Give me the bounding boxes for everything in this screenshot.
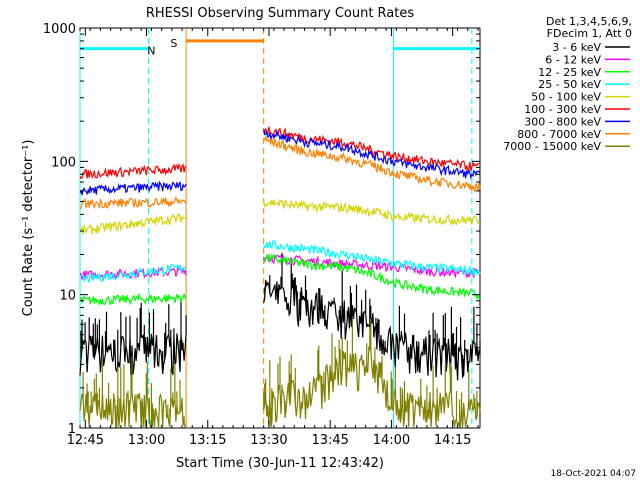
chart-title: RHESSI Observing Summary Count Rates — [146, 6, 415, 21]
legend-entry-label: 6 - 12 keV — [545, 53, 601, 66]
series-trace — [263, 198, 481, 227]
series-trace — [79, 263, 187, 284]
legend-entry-label: 7000 - 15000 keV — [503, 140, 601, 153]
series-trace — [263, 134, 481, 194]
y-tick-label: 1 — [68, 422, 76, 437]
timestamp: 18-Oct-2021 04:07 — [551, 469, 636, 479]
x-axis-label: Start Time (30-Jun-11 12:43:42) — [176, 456, 384, 471]
saa-label: S — [170, 37, 177, 50]
series-trace — [263, 252, 481, 381]
x-tick-label: 14:15 — [434, 433, 471, 448]
series-trace — [263, 253, 481, 300]
y-axis: 1 10 100 1000 — [43, 22, 480, 437]
legend: Det 1,3,4,5,6,9,FDecim 1, Att 03 - 6 keV… — [503, 15, 632, 153]
series-trace — [79, 162, 187, 180]
y-tick-label: 100 — [51, 155, 76, 170]
series-3-6kev — [79, 252, 481, 381]
series-layer — [79, 126, 481, 428]
legend-header: Det 1,3,4,5,6,9, — [546, 15, 632, 28]
legend-entry-label: 100 - 300 keV — [524, 103, 601, 116]
series-7000-15000kev — [79, 318, 481, 428]
x-tick-label: 13:00 — [128, 433, 165, 448]
series-12-25kev — [79, 253, 481, 306]
x-axis: 12:45 13:00 13:15 13:30 13:45 14:00 14:15 — [67, 28, 479, 448]
series-300-800kev — [79, 129, 481, 196]
legend-entry-label: 300 - 800 keV — [524, 115, 601, 128]
series-trace — [79, 299, 187, 376]
x-tick-label: 12:45 — [67, 433, 104, 448]
series-trace — [263, 129, 481, 180]
series-trace — [263, 253, 481, 279]
series-trace — [263, 240, 481, 277]
y-tick-label: 10 — [59, 289, 76, 304]
series-trace — [79, 213, 187, 235]
x-tick-label: 13:45 — [311, 433, 348, 448]
series-trace — [79, 356, 187, 428]
series-25-50kev — [79, 240, 481, 284]
night-marker-label: N — [147, 45, 155, 58]
series-100-300kev — [79, 126, 480, 180]
series-trace — [263, 126, 480, 171]
x-tick-label: 14:00 — [373, 433, 410, 448]
x-tick-label: 13:30 — [250, 433, 287, 448]
legend-entry-label: 50 - 100 keV — [531, 91, 601, 104]
series-trace — [79, 180, 187, 196]
legend-entry-label: 25 - 50 keV — [538, 78, 601, 91]
series-trace — [79, 292, 187, 306]
series-trace — [263, 318, 481, 428]
legend-header: FDecim 1, Att 0 — [547, 27, 632, 40]
y-axis-label: Count Rate (s⁻¹ detector⁻¹) — [21, 140, 36, 317]
series-50-100kev — [79, 198, 481, 235]
legend-entry-label: 800 - 7000 keV — [517, 128, 601, 141]
x-tick-label: 13:15 — [189, 433, 226, 448]
legend-entry-label: 12 - 25 keV — [538, 66, 601, 79]
series-800-7000kev — [79, 134, 481, 210]
series-trace — [79, 196, 187, 210]
y-tick-label: 1000 — [43, 22, 76, 37]
legend-entry-label: 3 - 6 keV — [552, 41, 601, 54]
